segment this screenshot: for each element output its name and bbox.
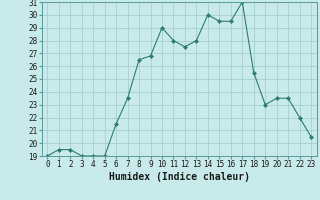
X-axis label: Humidex (Indice chaleur): Humidex (Indice chaleur) [109, 172, 250, 182]
